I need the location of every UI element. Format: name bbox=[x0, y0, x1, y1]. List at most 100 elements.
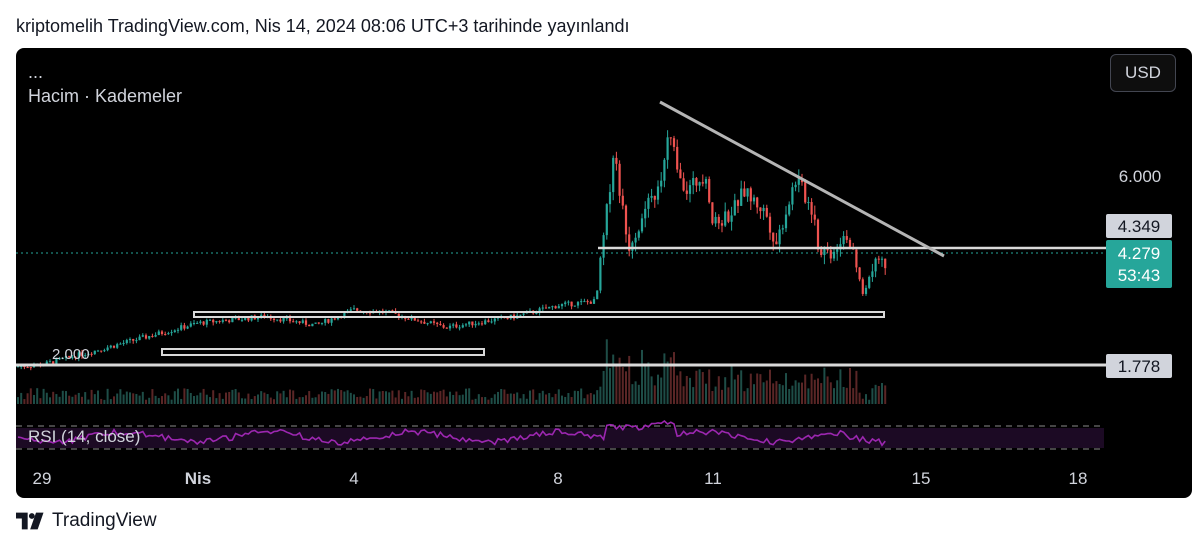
volume-bar bbox=[295, 398, 298, 404]
volume-bar bbox=[679, 371, 682, 404]
volume-bar bbox=[145, 399, 147, 404]
volume-bar bbox=[810, 373, 813, 404]
volume-bar bbox=[858, 392, 861, 404]
date-tick-15: 15 bbox=[912, 469, 931, 488]
volume-bar bbox=[343, 391, 346, 404]
candle-body bbox=[791, 187, 794, 205]
candle-body bbox=[727, 211, 730, 222]
candle-body bbox=[68, 355, 71, 358]
currency-button[interactable]: USD bbox=[1110, 54, 1176, 92]
candle-body bbox=[397, 313, 400, 318]
date-tick-nis: Nis bbox=[185, 469, 211, 488]
footer-brand[interactable]: TradingView bbox=[16, 510, 157, 532]
candle-body bbox=[87, 353, 90, 356]
volume-bar bbox=[263, 392, 266, 404]
volume-bar bbox=[852, 388, 855, 404]
volume-bar bbox=[113, 396, 115, 404]
candle-body bbox=[61, 357, 64, 359]
candle-body bbox=[797, 178, 800, 185]
volume-bar bbox=[573, 390, 576, 404]
volume-bar bbox=[257, 394, 259, 404]
candle-body bbox=[327, 319, 330, 323]
candle-body bbox=[170, 332, 173, 334]
volume-bar bbox=[186, 388, 189, 404]
volume-bar bbox=[167, 395, 170, 404]
candle-body bbox=[794, 184, 797, 188]
volume-bar bbox=[471, 399, 474, 404]
volume-bar bbox=[695, 370, 698, 404]
volume-bar bbox=[868, 399, 871, 404]
volume-bar bbox=[861, 398, 864, 404]
candle-body bbox=[224, 320, 228, 322]
volume-bar bbox=[196, 395, 199, 404]
candle-body bbox=[237, 317, 240, 321]
candle-body bbox=[314, 322, 317, 324]
volume-bar bbox=[193, 395, 195, 404]
candle-body bbox=[218, 321, 221, 323]
candle-body bbox=[765, 207, 768, 217]
candle-body bbox=[612, 157, 615, 193]
candle-body bbox=[685, 190, 688, 194]
candle-body bbox=[144, 335, 148, 339]
volume-bar bbox=[689, 377, 691, 404]
volume-bar bbox=[71, 396, 74, 404]
candle-body bbox=[650, 195, 653, 198]
candle-body bbox=[468, 321, 471, 325]
candle-body bbox=[343, 312, 346, 318]
legend-ellipsis[interactable]: ... bbox=[28, 62, 44, 82]
candle-body bbox=[173, 330, 176, 333]
candle-body bbox=[631, 242, 634, 251]
candle-body bbox=[759, 207, 762, 212]
volume-bar bbox=[298, 397, 301, 404]
candle-body bbox=[298, 321, 301, 323]
candle-body bbox=[628, 234, 631, 251]
volume-bar bbox=[154, 395, 157, 404]
volume-bar bbox=[794, 380, 797, 404]
volume-bar bbox=[730, 366, 733, 404]
volume-bar bbox=[385, 391, 387, 404]
volume-bar bbox=[148, 397, 151, 404]
volume-bar bbox=[487, 399, 490, 404]
volume-bar bbox=[602, 370, 605, 404]
volume-bar bbox=[129, 392, 131, 404]
candle-body bbox=[324, 319, 327, 323]
chart-canvas[interactable]: 6.000 2.000 4.349 4.279 53:43 1.778 RSI … bbox=[16, 48, 1192, 498]
chart-card[interactable]: 6.000 2.000 4.349 4.279 53:43 1.778 RSI … bbox=[16, 48, 1192, 498]
price-tick-2000: 2.000 bbox=[52, 346, 90, 363]
candle-body bbox=[125, 340, 128, 343]
candle-body bbox=[272, 318, 276, 320]
candle-body bbox=[506, 318, 509, 320]
volume-bar bbox=[506, 393, 509, 404]
candle-body bbox=[221, 320, 224, 322]
candle-body bbox=[256, 317, 260, 320]
volume-bar bbox=[308, 391, 311, 404]
volume-bar bbox=[660, 377, 663, 404]
candle-body bbox=[141, 335, 144, 337]
candle-body bbox=[247, 317, 250, 321]
candle-body bbox=[768, 216, 772, 233]
volume-bar bbox=[535, 399, 538, 404]
candle-body bbox=[93, 350, 96, 355]
candle-body bbox=[429, 321, 432, 324]
candle-body bbox=[484, 320, 487, 325]
volume-bar bbox=[465, 388, 467, 404]
volume-bar bbox=[381, 390, 384, 404]
candle-body bbox=[535, 312, 538, 314]
candle-body bbox=[135, 340, 138, 342]
volume-bar bbox=[397, 390, 400, 404]
candle-body bbox=[864, 287, 868, 294]
candle-body bbox=[698, 182, 701, 186]
indicator-title[interactable]: Hacim · Kademeler bbox=[28, 86, 183, 106]
candle-body bbox=[519, 314, 522, 316]
candle-body bbox=[624, 205, 628, 235]
volume-bar bbox=[884, 385, 887, 404]
volume-bar bbox=[452, 394, 455, 404]
volume-bar bbox=[407, 396, 410, 404]
candle-body bbox=[244, 317, 247, 320]
candle-body bbox=[688, 185, 692, 194]
volume-bar bbox=[17, 397, 19, 404]
volume-bar bbox=[538, 393, 541, 404]
candle-body bbox=[176, 329, 180, 331]
candle-body bbox=[157, 331, 160, 335]
candle-body bbox=[682, 178, 685, 191]
